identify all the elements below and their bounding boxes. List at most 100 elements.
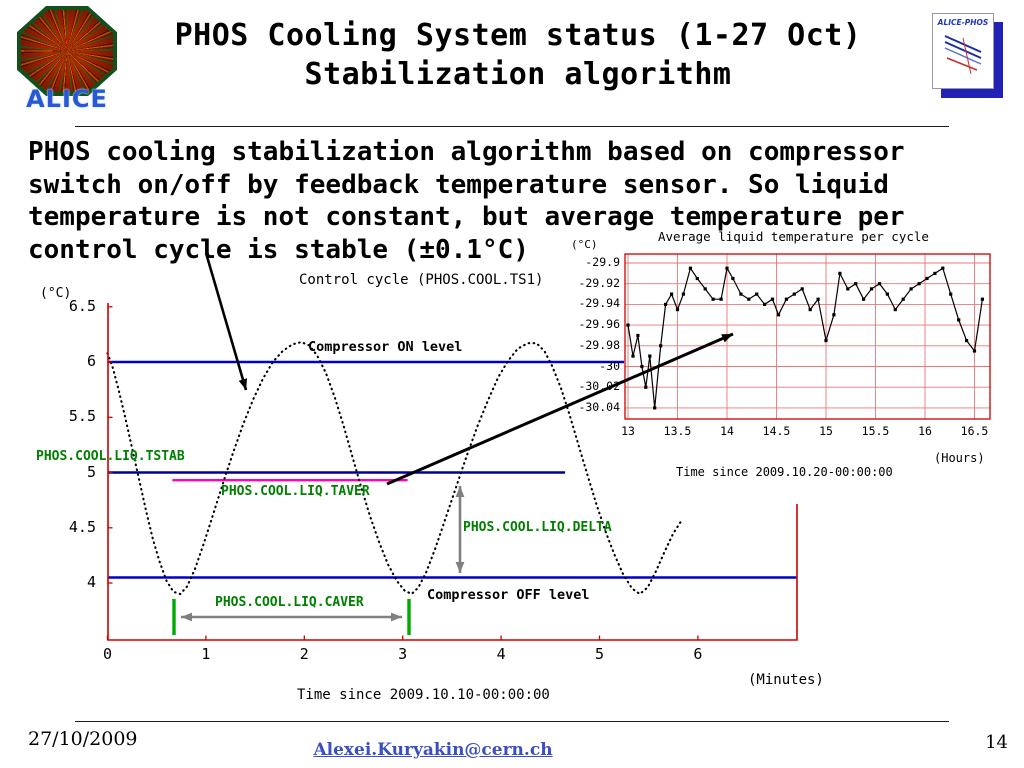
inset-chart-y-unit: (°C) [571,238,598,251]
average-temperature-marker [670,292,674,296]
main-y-tick-label: 6.5 [68,296,96,315]
average-temperature-marker [816,297,820,301]
body-line-3: temperature is not constant, but average… [28,202,905,232]
average-temperature-marker [675,308,680,312]
average-temperature-marker [909,287,913,291]
inset-y-tick-label: -29.9 [585,255,620,269]
main-chart-axes [107,303,798,641]
compressor-off-level-label: Compressor OFF level [427,587,590,603]
main-x-tick-label: 4 [496,645,506,663]
average-temperature-marker [770,297,775,301]
average-temperature-marker [659,344,663,348]
arrowhead [238,378,248,390]
main-y-tick-label: 5 [86,462,96,481]
average-temperature-marker [725,266,729,270]
average-temperature-marker [800,287,804,291]
average-temperature-marker [949,292,953,296]
average-temperature-marker [711,297,715,301]
inset-y-tick-label: -29.98 [578,337,620,352]
main-x-tick-label: 1 [201,645,211,663]
main-chart-y-unit: (°C) [40,286,72,301]
average-temperature-marker [703,287,707,291]
header-divider [75,126,949,127]
average-temperature-marker [784,297,788,301]
footer-divider [75,721,949,722]
tstab-label: PHOS.COOL.LIQ.TSTAB [36,449,185,464]
inset-x-tick-label: 13.5 [663,424,692,438]
alice-logo-burst [21,10,113,92]
average-temperature-marker [885,292,889,296]
inset-y-tick-label: -30.02 [578,379,620,394]
main-x-tick-label: 2 [299,645,309,663]
page-number: 14 [985,732,1008,753]
average-temperature-marker [824,339,828,343]
main-y-tick-label: 6 [86,352,96,370]
main-y-tick-label: 4.5 [68,517,96,536]
slide-title: PHOS Cooling System status (1-27 Oct) St… [118,16,918,94]
taver-label: PHOS.COOL.LIQ.TAVER [221,484,370,499]
inset-y-tick-label: -29.92 [578,275,620,290]
main-x-tick-label: 0 [102,645,113,663]
average-temperature-marker [739,292,743,296]
alice-logo: ALICE [16,6,118,113]
main-x-tick-label: 6 [693,645,703,663]
inset-x-tick-label: 14 [720,424,734,438]
main-x-tick-label: 3 [398,645,408,663]
average-temperature-marker [755,292,759,296]
average-temperature-marker [893,308,897,312]
inset-y-tick-label: -29.96 [578,317,620,332]
inset-chart-frame [624,253,991,420]
alice-phos-badge: ALICE-PHOS [932,13,994,89]
inset-chart-background [624,253,991,420]
main-chart-x-caption: Time since 2009.10.10-00:00:00 [297,687,550,703]
body-line-1: PHOS cooling stabilization algorithm bas… [28,137,905,167]
average-temperature-marker [808,308,812,312]
alice-logo-text: ALICE [26,85,108,113]
ts1-temperature-curve [106,340,683,596]
average-temperature-marker [933,271,937,275]
inset-chart-x-unit: (Hours) [934,451,985,465]
average-temperature-marker [763,302,767,306]
average-temperature-marker [925,276,929,281]
main-chart-title: Control cycle (PHOS.COOL.TS1) [299,272,544,288]
average-temperature-marker [846,287,850,291]
footer-email-link[interactable]: Alexei.Kuryakin@cern.ch [313,740,553,760]
average-temperature-marker [832,313,836,317]
average-temperature-marker [640,364,644,369]
inset-x-tick-label: 16 [918,424,932,438]
average-temperature-marker [901,297,905,301]
average-temperature-marker [644,385,648,389]
caver-label: PHOS.COOL.LIQ.CAVER [215,595,364,610]
inset-chart-title: Average liquid temperature per cycle [658,229,929,244]
callout-arrow-to-inset [386,332,734,486]
average-temperature-marker [854,282,858,286]
average-temperature-marker [869,287,874,291]
average-temperature-marker [636,333,640,338]
inset-x-tick-label: 13 [621,424,635,438]
average-temperature-marker [980,297,984,301]
inset-y-tick-label: -30 [599,358,620,373]
average-temperature-marker [917,282,921,286]
arrowhead [181,612,192,622]
slide-title-line2: Stabilization algorithm [304,57,732,92]
inset-x-tick-label: 15.5 [861,424,890,438]
average-temperature-marker [688,266,692,270]
inset-chart-x-caption: Time since 2009.10.20-00:00:00 [676,465,893,479]
body-text: PHOS cooling stabilization algorithm bas… [28,136,1020,266]
inset-x-tick-label: 15 [819,424,833,438]
average-temperature-marker [719,297,723,301]
main-y-tick-label: 4 [86,573,96,591]
slide-title-line1: PHOS Cooling System status (1-27 Oct) [174,18,862,53]
average-temperature-marker [877,282,882,286]
compressor-on-level-label: Compressor ON level [308,339,463,355]
average-temperature-marker [776,313,781,317]
average-temperature-marker [626,323,630,327]
average-temperature-marker [941,266,945,270]
footer-date: 27/10/2009 [28,728,138,750]
arrowhead [455,486,465,497]
average-temperature-marker [631,354,635,358]
inset-x-tick-label: 14.5 [762,424,791,438]
main-y-tick-label: 5.5 [68,407,96,426]
